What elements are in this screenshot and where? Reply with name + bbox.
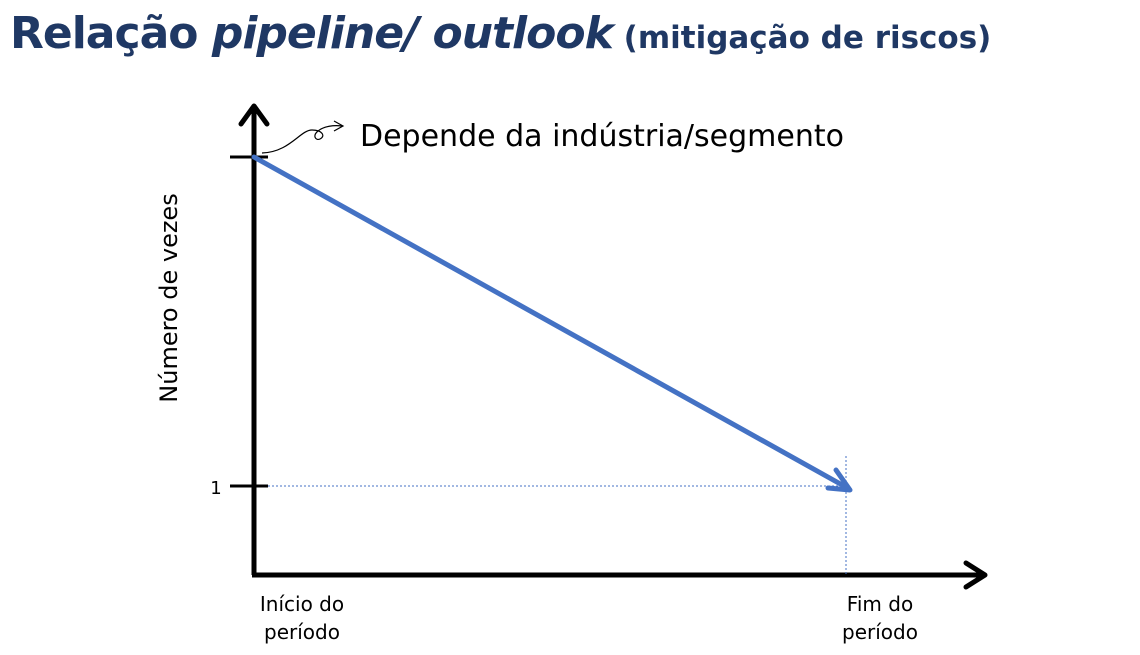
x-tick-label-start-line1: Início do	[260, 592, 344, 616]
y-axis-arrowhead	[238, 103, 270, 127]
chart-axes	[230, 103, 988, 590]
x-tick-label-end-line1: Fim do	[847, 592, 913, 616]
series-arrowhead	[825, 467, 853, 493]
title-part-italic: pipeline/ outlook	[211, 8, 614, 59]
chart-labels: Número de vezes 1 Início do período Fim …	[155, 119, 918, 644]
chart-series	[251, 120, 853, 493]
y-axis-label: Número de vezes	[155, 193, 183, 402]
x-axis-arrowhead	[963, 560, 988, 590]
annotation-pointer-head	[333, 120, 345, 132]
annotation-text: Depende da indústria/segmento	[360, 119, 844, 154]
title-part-subtitle: (mitigação de riscos)	[612, 20, 992, 56]
title-part-main: Relação	[10, 8, 212, 59]
annotation-pointer	[261, 125, 343, 154]
y-tick-label-1: 1	[210, 478, 221, 499]
x-tick-label-start-line2: período	[264, 620, 340, 644]
slide-title: Relação pipeline/ outlook (mitigação de …	[10, 12, 991, 56]
series-line	[251, 154, 847, 489]
chart-guides	[268, 456, 847, 575]
x-tick-label-end-line2: período	[842, 620, 918, 644]
